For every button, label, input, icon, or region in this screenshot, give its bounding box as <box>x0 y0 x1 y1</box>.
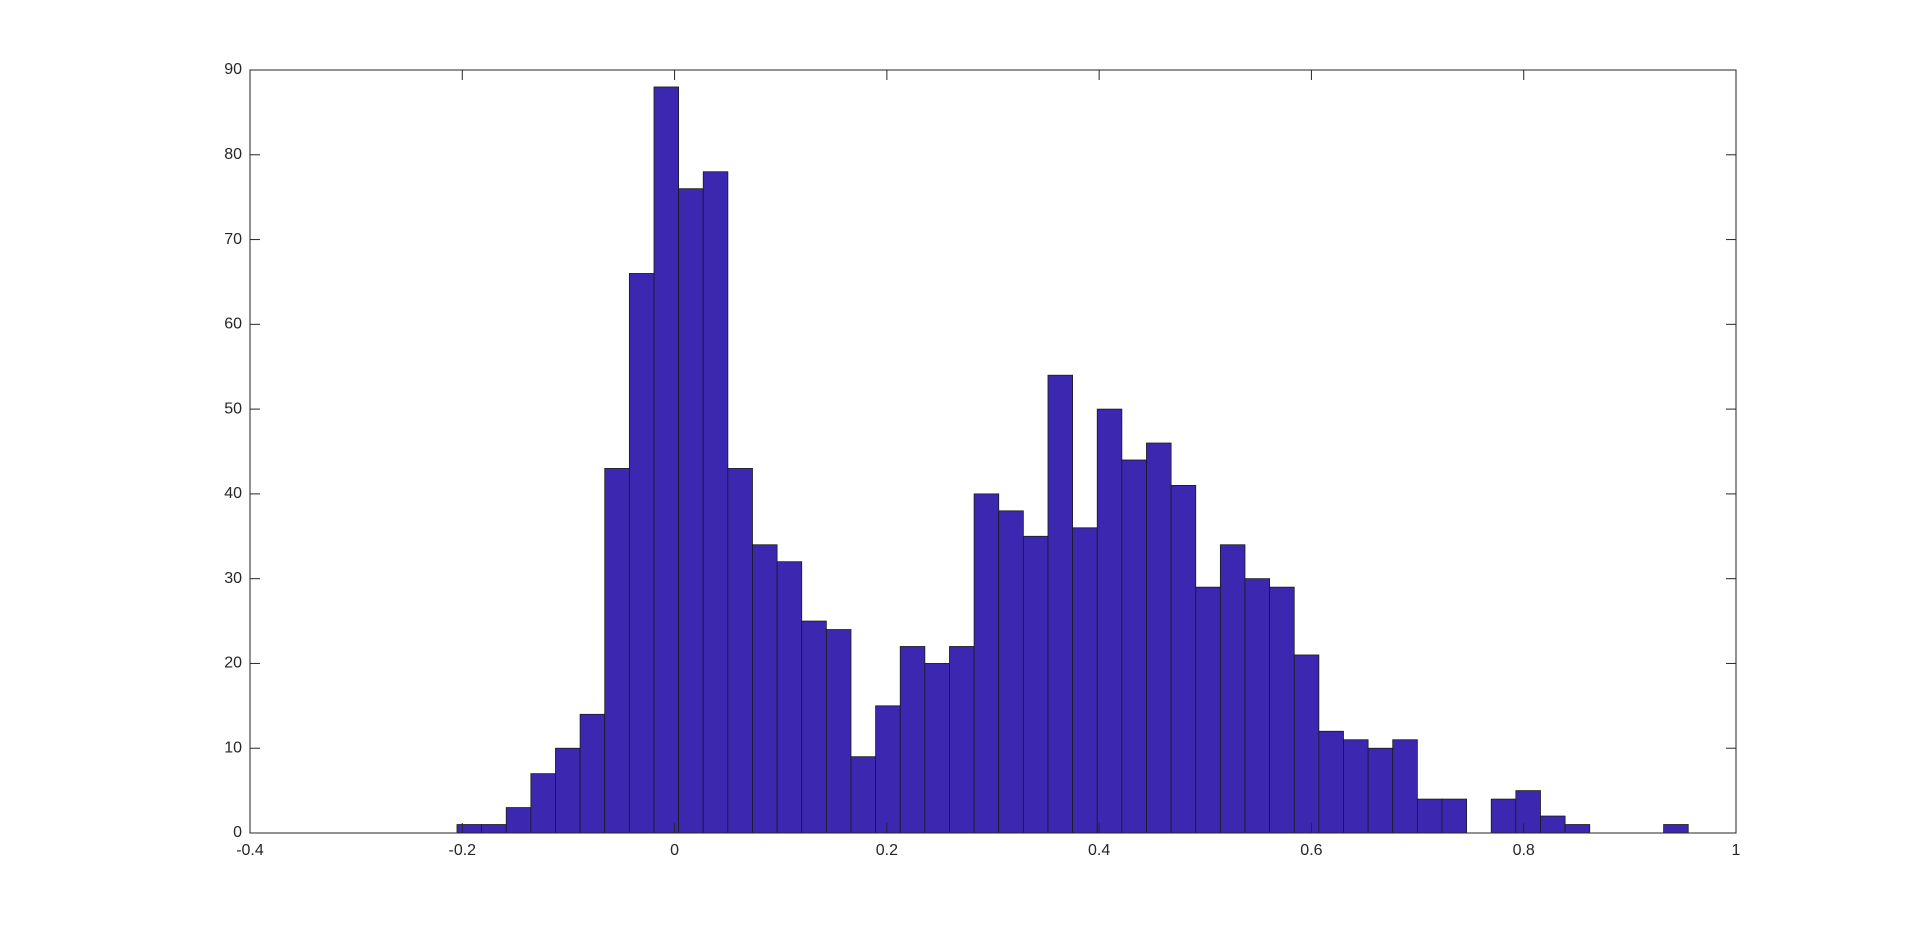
histogram-bar <box>1195 586 1221 834</box>
y-tick-label: 80 <box>224 146 242 163</box>
y-tick-label: 20 <box>224 655 242 672</box>
x-tick-label: -0.2 <box>448 842 476 859</box>
histogram-bar <box>1318 730 1344 834</box>
x-tick-label: 0.8 <box>1513 842 1535 859</box>
histogram-bar <box>1515 790 1541 834</box>
y-tick-label: 90 <box>224 61 242 78</box>
y-tick-label: 60 <box>224 316 242 333</box>
histogram-bar <box>530 773 556 834</box>
y-tick-label: 0 <box>233 824 242 841</box>
histogram-bar <box>1392 739 1418 834</box>
axes-box <box>249 69 1737 834</box>
histogram-bar <box>1047 374 1074 834</box>
histogram-bar <box>850 756 877 834</box>
y-tick-label: 70 <box>224 231 242 248</box>
histogram-bar <box>653 86 680 834</box>
y-tick-label: 50 <box>224 400 242 417</box>
histogram-bar <box>1244 578 1271 834</box>
histogram-bar <box>505 807 532 834</box>
histogram-bar <box>1540 815 1566 834</box>
x-tick-label: 0.6 <box>1300 842 1322 859</box>
histogram-bar <box>924 663 950 834</box>
histogram-bar <box>604 468 630 834</box>
x-tick-label: -0.4 <box>236 842 264 859</box>
histogram-bar <box>825 629 852 834</box>
histogram-bar <box>678 188 704 834</box>
histogram-bar <box>727 468 753 834</box>
histogram-bar <box>1343 739 1369 834</box>
histogram-bar <box>579 713 606 834</box>
y-tick-label: 30 <box>224 570 242 587</box>
histogram-bar <box>801 620 827 834</box>
histogram-bar <box>1367 747 1394 834</box>
histogram-bar <box>776 561 803 834</box>
histogram-bar <box>899 646 926 834</box>
histogram-bar <box>702 171 729 834</box>
histogram-bar <box>456 824 483 834</box>
histogram-bar <box>1663 824 1689 834</box>
y-tick-label: 40 <box>224 485 242 502</box>
histogram-bar <box>1441 798 1468 834</box>
histogram-bar <box>875 705 901 834</box>
histogram-bar <box>752 544 778 834</box>
histogram-bar <box>949 646 975 834</box>
histogram-bar <box>555 747 581 834</box>
histogram-bar <box>481 824 507 834</box>
histogram-bar <box>1564 824 1591 834</box>
x-tick-label: 0.2 <box>876 842 898 859</box>
histogram-bar <box>1269 586 1295 834</box>
histogram-bar <box>1072 527 1098 834</box>
histogram-bar <box>1170 485 1197 834</box>
histogram-bar <box>1096 408 1123 834</box>
y-tick-label: 10 <box>224 739 242 756</box>
histogram-bar <box>1121 459 1147 834</box>
histogram-bar <box>628 273 655 834</box>
histogram-bar <box>1490 798 1517 834</box>
histogram-bar <box>998 510 1024 834</box>
x-tick-label: 0 <box>670 842 679 859</box>
histogram-bar <box>1219 544 1246 834</box>
histogram-bar <box>1022 535 1049 834</box>
x-tick-label: 1 <box>1732 842 1741 859</box>
histogram-bar <box>1416 798 1443 834</box>
histogram-bar <box>1146 442 1172 834</box>
x-tick-label: 0.4 <box>1088 842 1110 859</box>
histogram-bar <box>973 493 1000 834</box>
histogram-bar <box>1293 654 1320 834</box>
